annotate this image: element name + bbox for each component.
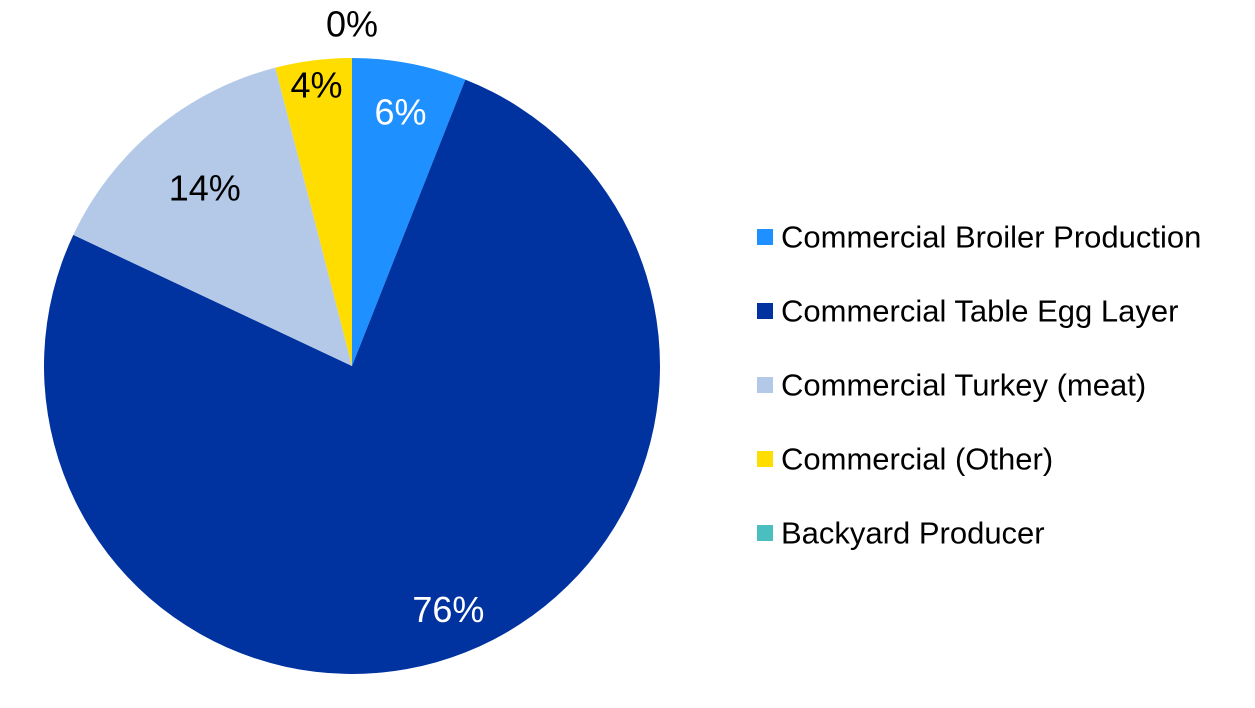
pie-data-labels: 6% 76% 14% 4% 0% <box>169 4 485 630</box>
legend-label-commercial-other: Commercial (Other) <box>781 442 1053 477</box>
data-label-commercial-broiler-production: 6% <box>374 91 426 132</box>
legend-label-commercial-turkey-meat: Commercial Turkey (meat) <box>781 368 1146 403</box>
pie-slice-commercial-table-egg-layer <box>44 79 661 674</box>
legend-item-commercial-table-egg-layer: Commercial Table Egg Layer <box>757 294 1178 329</box>
pie-slice-commercial-turkey-meat <box>73 67 353 366</box>
legend-swatch-commercial-broiler-production <box>757 229 773 245</box>
data-label-commercial-table-egg-layer: 76% <box>412 589 484 630</box>
legend-item-backyard-producer: Backyard Producer <box>757 516 1045 551</box>
legend: Commercial Broiler Production Commercial … <box>757 220 1201 551</box>
legend-swatch-commercial-other <box>757 451 773 467</box>
legend-item-commercial-other: Commercial (Other) <box>757 442 1053 477</box>
legend-label-commercial-table-egg-layer: Commercial Table Egg Layer <box>781 294 1178 329</box>
legend-swatch-backyard-producer <box>757 525 773 541</box>
pie-slice-commercial-other <box>275 58 352 366</box>
pie-slices <box>44 58 661 674</box>
legend-label-backyard-producer: Backyard Producer <box>781 516 1045 551</box>
data-label-backyard-producer: 0% <box>326 4 378 45</box>
legend-swatch-commercial-turkey-meat <box>757 377 773 393</box>
data-label-commercial-other: 4% <box>290 64 342 105</box>
pie-slice-commercial-broiler-production <box>352 58 466 366</box>
legend-item-commercial-turkey-meat: Commercial Turkey (meat) <box>757 368 1146 403</box>
legend-swatch-commercial-table-egg-layer <box>757 303 773 319</box>
legend-item-commercial-broiler-production: Commercial Broiler Production <box>757 220 1201 255</box>
data-label-commercial-turkey-meat: 14% <box>169 168 241 209</box>
legend-label-commercial-broiler-production: Commercial Broiler Production <box>781 220 1201 255</box>
